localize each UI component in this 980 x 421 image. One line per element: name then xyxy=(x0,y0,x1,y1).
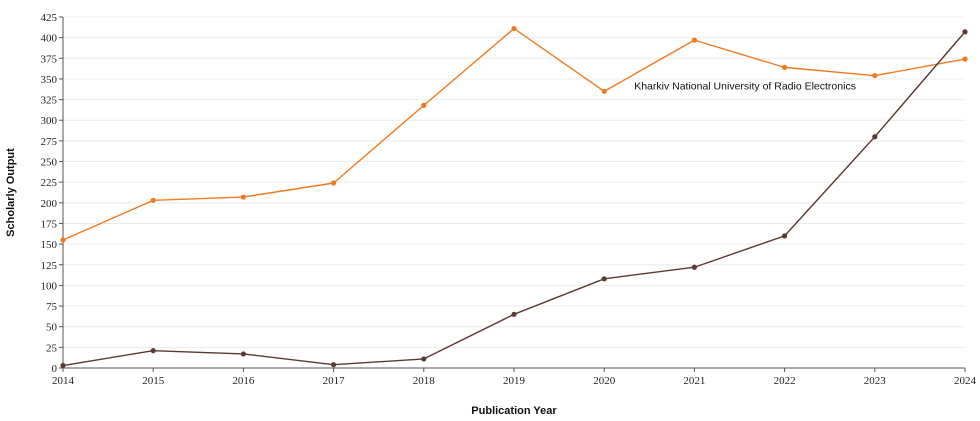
x-axis-title: Publication Year xyxy=(471,405,557,417)
data-point[interactable] xyxy=(601,276,607,282)
y-tick-label: 400 xyxy=(41,33,58,45)
y-tick-label: 125 xyxy=(41,260,58,272)
series-0 xyxy=(60,25,968,243)
data-point[interactable] xyxy=(872,73,878,79)
data-point[interactable] xyxy=(511,311,517,317)
x-tick-label: 2024 xyxy=(954,375,977,387)
y-tick-label: 350 xyxy=(41,74,58,86)
y-tick-label: 250 xyxy=(41,157,58,169)
data-point[interactable] xyxy=(331,362,337,368)
data-point[interactable] xyxy=(60,362,66,369)
y-tick-label: 225 xyxy=(41,177,58,189)
x-tick-label: 2016 xyxy=(232,375,255,387)
data-point[interactable] xyxy=(240,194,246,200)
series xyxy=(60,25,968,369)
y-tick-labels: 0 25 50 75 100 125 150 175 200 225 250 275 300 325 350… xyxy=(41,12,63,375)
y-tick-label: 300 xyxy=(41,115,58,127)
y-tick-label: 50 xyxy=(46,322,58,334)
data-point[interactable] xyxy=(240,351,246,357)
y-tick-label: 100 xyxy=(41,280,58,292)
data-point[interactable] xyxy=(691,37,698,43)
x-tick-label: 2019 xyxy=(503,375,526,387)
x-tick-label: 2018 xyxy=(413,375,436,387)
x-tick-label: 2017 xyxy=(323,375,346,387)
y-tick-label: 200 xyxy=(41,198,58,210)
data-point[interactable] xyxy=(601,88,607,94)
y-tick-label: 175 xyxy=(41,218,58,230)
y-tick-label: 25 xyxy=(46,342,58,354)
x-tick-label: 2021 xyxy=(683,375,705,387)
x-tick-label: 2020 xyxy=(593,375,616,387)
series-label: Kharkiv National University of Radio Ele… xyxy=(634,80,856,92)
series-line xyxy=(62,27,966,241)
data-point[interactable] xyxy=(782,64,788,70)
data-point[interactable] xyxy=(782,233,788,239)
data-point[interactable] xyxy=(150,348,156,354)
y-axis-title: Scholarly Output xyxy=(5,148,17,237)
data-point[interactable] xyxy=(962,56,968,62)
x-tick-label: 2015 xyxy=(142,375,165,387)
data-point[interactable] xyxy=(421,102,427,108)
y-tick-label: 0 xyxy=(52,363,58,375)
y-tick-label: 275 xyxy=(41,136,58,148)
x-tick-label: 2022 xyxy=(774,375,796,387)
data-point[interactable] xyxy=(150,197,156,203)
y-tick-label: 75 xyxy=(46,301,58,313)
data-point[interactable] xyxy=(511,25,517,32)
y-tick-label: 150 xyxy=(41,239,58,251)
data-point[interactable] xyxy=(962,29,968,35)
x-tick-label: 2023 xyxy=(864,375,887,387)
data-point[interactable] xyxy=(691,264,698,270)
x-tick-label: 2014 xyxy=(52,375,75,387)
series-1 xyxy=(60,29,968,369)
x-tick-labels: 2014 2015 2016 2017 2018 2019 2020 2021 2022 2023… xyxy=(52,368,977,387)
gridlines xyxy=(63,16,965,348)
y-tick-label: 425 xyxy=(41,12,58,24)
data-point[interactable] xyxy=(872,134,878,140)
data-point[interactable] xyxy=(331,180,337,186)
data-point[interactable] xyxy=(421,356,427,362)
y-tick-label: 325 xyxy=(41,95,58,107)
y-tick-label: 375 xyxy=(41,53,58,65)
data-point[interactable] xyxy=(60,237,66,243)
